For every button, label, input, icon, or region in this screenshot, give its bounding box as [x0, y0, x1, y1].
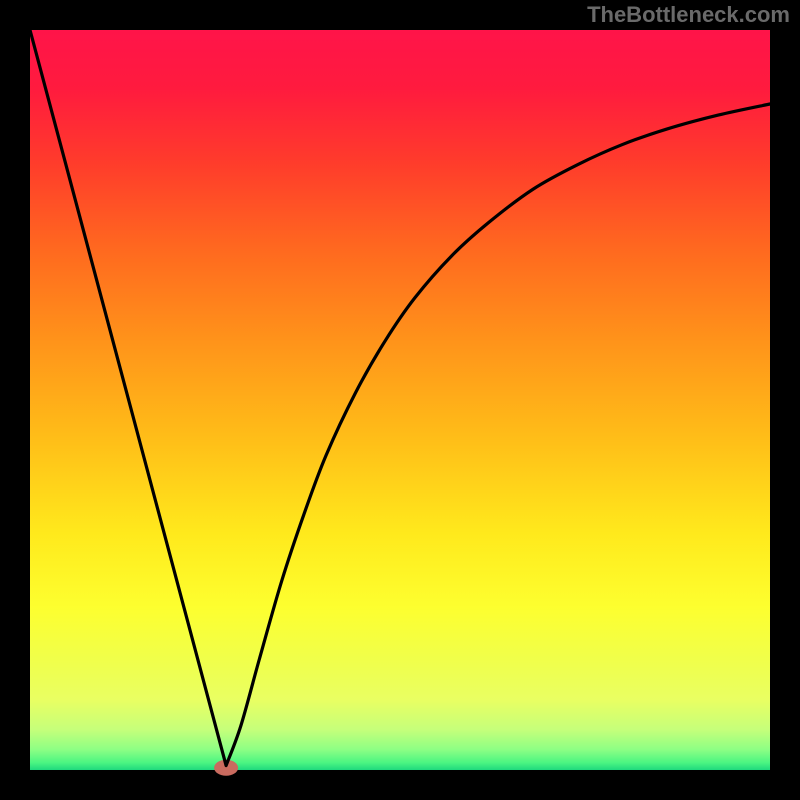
bottleneck-chart: [0, 0, 800, 800]
heatmap-background: [30, 30, 770, 770]
chart-container: TheBottleneck.com: [0, 0, 800, 800]
watermark-label: TheBottleneck.com: [587, 2, 790, 28]
